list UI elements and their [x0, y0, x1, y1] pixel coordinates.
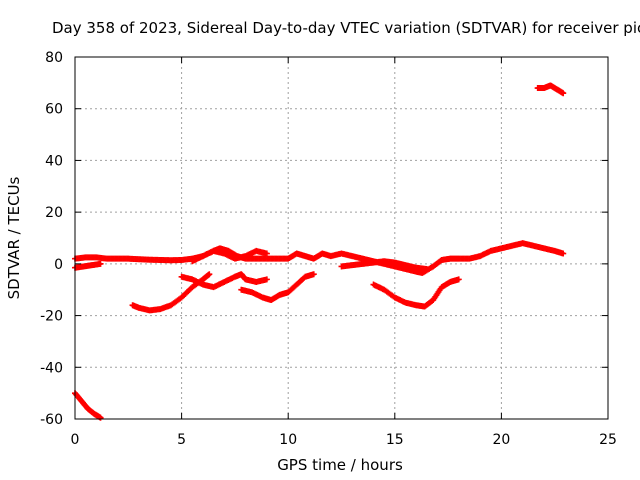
series-top-right [534, 82, 567, 97]
y-tick-label: 0 [54, 257, 63, 273]
y-axis-label: SDTVAR / TECUs [5, 176, 23, 299]
y-tick-label: 40 [45, 153, 63, 169]
chart-title: Day 358 of 2023, Sidereal Day-to-day VTE… [52, 19, 640, 37]
x-tick-label: 10 [279, 432, 297, 448]
y-tick-label: -20 [40, 309, 63, 325]
y-tick-label: -40 [40, 360, 63, 376]
x-tick-label: 20 [492, 432, 510, 448]
data-point [97, 414, 104, 421]
data-point [560, 90, 567, 97]
y-axis-ticks: -60 -40 -20 0 20 40 60 80 [40, 50, 608, 428]
data-point [310, 271, 317, 278]
data-point [206, 271, 213, 278]
data-layer [72, 82, 567, 421]
series-dip-12-16 [338, 258, 430, 273]
data-point [423, 266, 430, 273]
series-bottom-left [72, 390, 104, 421]
y-tick-label: 80 [45, 50, 63, 66]
data-point [455, 276, 462, 283]
data-point [263, 250, 270, 257]
y-tick-label: -60 [40, 412, 63, 428]
data-point [97, 260, 104, 267]
x-tick-label: 25 [599, 432, 617, 448]
x-tick-label: 5 [177, 432, 186, 448]
y-tick-label: 20 [45, 205, 63, 221]
data-point [560, 250, 567, 257]
x-tick-label: 15 [386, 432, 404, 448]
series-arc-14-18 [370, 276, 462, 310]
y-tick-label: 60 [45, 102, 63, 118]
x-tick-label: 0 [71, 432, 80, 448]
plot-frame [74, 56, 609, 420]
data-point [263, 276, 270, 283]
series-arc-2-5 [129, 271, 213, 314]
series-upper-wave [189, 247, 270, 265]
x-axis-label: GPS time / hours [277, 456, 403, 474]
x-axis-ticks: 0 5 10 15 20 25 [71, 57, 617, 448]
series-main-band [72, 240, 567, 276]
series-mid-dip-2 [238, 271, 317, 304]
